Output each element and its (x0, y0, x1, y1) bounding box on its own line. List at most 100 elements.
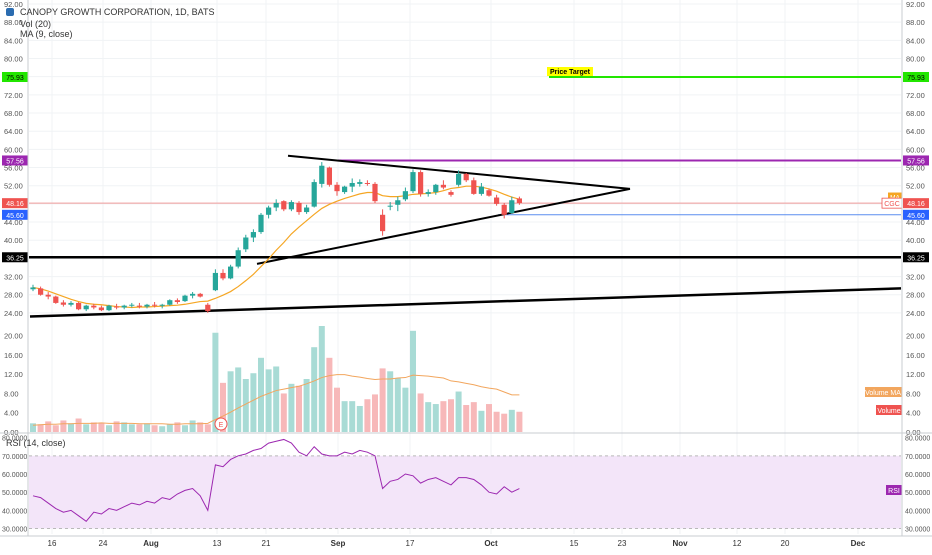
candle-body (205, 304, 211, 312)
volume-bar (106, 425, 112, 432)
price-tag-right-0: 75.93 (907, 75, 925, 82)
price-tag-right-bg-0 (903, 72, 929, 83)
x-axis-label-10: Nov (672, 539, 688, 548)
volume-bar (334, 387, 340, 432)
volume-indicator-label[interactable]: Vol (20) (20, 19, 52, 29)
volume-tick-left-4: 4.00 (4, 409, 19, 418)
rsi-tick-right-0: 80.0000 (905, 436, 930, 443)
volume-bar (349, 401, 356, 432)
volume-ma-tag: Volume MA (865, 390, 901, 397)
price-tag-left-bg-2 (2, 198, 28, 209)
candle-body (448, 192, 454, 195)
price-tick-right-12: 44.00 (906, 218, 925, 227)
ma-indicator-label[interactable]: MA (9, close) (20, 29, 73, 39)
price-tick-left-8: 60.00 (4, 145, 23, 154)
volume-bar (75, 418, 82, 432)
price-tag-left-bg-1 (2, 155, 28, 166)
candle-body (136, 305, 142, 307)
price-tag-left-4: 36.25 (6, 255, 24, 262)
volume-bar (394, 378, 401, 432)
volume-bar (265, 369, 272, 432)
volume-bar (501, 413, 508, 432)
price-tick-left-3: 80.00 (4, 55, 23, 64)
x-axis-label-11: 12 (733, 539, 742, 548)
candle-body (357, 182, 363, 184)
price-tick-left-5: 72.00 (4, 91, 23, 100)
price-tag-left-bg-0 (2, 72, 28, 83)
volume-bar (303, 379, 310, 432)
candle-body (342, 186, 348, 193)
price-tick-right-10: 52.00 (906, 182, 925, 191)
candle-body (387, 205, 393, 207)
volume-bar (417, 393, 424, 432)
candle-body (98, 307, 104, 311)
volume-bar (478, 410, 485, 432)
volume-tick-right-2: 12.00 (906, 370, 925, 379)
price-tag-left-3: 45.60 (6, 213, 24, 220)
volume-bar (288, 383, 295, 432)
price-tag-right-bg-4 (903, 252, 929, 263)
candle-body (326, 167, 332, 185)
candle-body (304, 207, 310, 213)
candle-body (433, 184, 439, 193)
candle-body (129, 304, 135, 306)
price-tick-left-1: 88.00 (4, 18, 23, 27)
price-tag-left-2: 48.16 (6, 201, 24, 208)
volume-bar (318, 326, 325, 432)
candle-body (45, 294, 51, 297)
candle-body (228, 266, 234, 279)
rsi-tick-right-2: 60.0000 (905, 472, 930, 479)
price-tag-right-1: 57.56 (907, 158, 925, 165)
candle-body (38, 288, 44, 295)
price-tag-left-bg-4 (2, 252, 28, 263)
volume-bar (280, 393, 287, 432)
volume-bar (235, 367, 242, 432)
candle-body (250, 232, 256, 238)
volume-bar (159, 426, 166, 432)
price-tag-right-4: 36.25 (907, 255, 925, 262)
chart-title: CANOPY GROWTH CORPORATION, 1D, BATS (20, 7, 215, 17)
volume-bar (258, 357, 264, 432)
candle-body (456, 173, 462, 185)
price-tick-right-8: 60.00 (906, 145, 925, 154)
price-tick-left-6: 68.00 (4, 109, 23, 118)
volume-ma-line (32, 374, 520, 426)
volume-tick-right-0: 20.00 (906, 332, 925, 341)
price-tag-left-1: 57.56 (6, 158, 24, 165)
price-tick-left-17: 24.00 (4, 309, 23, 318)
price-tick-right-16: 28.00 (906, 291, 925, 300)
volume-bar (356, 405, 363, 432)
price-tick-left-16: 28.00 (4, 291, 23, 300)
volume-bar (37, 424, 44, 432)
price-tick-left-13: 40.00 (4, 236, 23, 245)
price-tick-right-0: 92.00 (906, 0, 925, 9)
rsi-tick-right-1: 70.0000 (905, 454, 930, 461)
price-tick-right-9: 56.00 (906, 164, 925, 173)
series-tag-cgc: CGC (884, 201, 900, 208)
volume-bar (220, 382, 226, 432)
candle-body (174, 300, 180, 303)
x-axis-label-8: 15 (570, 539, 579, 548)
x-axis-label-6: 17 (406, 539, 415, 548)
volume-bar (68, 423, 74, 432)
series-tag-ma-bg (888, 192, 902, 202)
rsi-line (32, 438, 520, 522)
x-axis-label-7: Oct (484, 539, 498, 548)
x-axis-label-2: Aug (143, 539, 159, 548)
volume-bar (151, 425, 158, 432)
candle-body (471, 180, 477, 194)
volume-bar (463, 405, 470, 432)
candle-body (258, 214, 264, 233)
price-tick-right-15: 32.00 (906, 273, 925, 282)
price-tick-right-2: 84.00 (906, 36, 925, 45)
x-axis-label-4: 21 (262, 539, 271, 548)
volume-bar (250, 373, 257, 432)
rsi-tag-bg (886, 485, 902, 495)
rsi-indicator-label[interactable]: RSI (14, close) (6, 438, 66, 448)
price-tag-right-2: 48.16 (907, 201, 925, 208)
candle-body (182, 295, 188, 302)
volume-bar (182, 425, 188, 432)
volume-bar (326, 357, 333, 432)
